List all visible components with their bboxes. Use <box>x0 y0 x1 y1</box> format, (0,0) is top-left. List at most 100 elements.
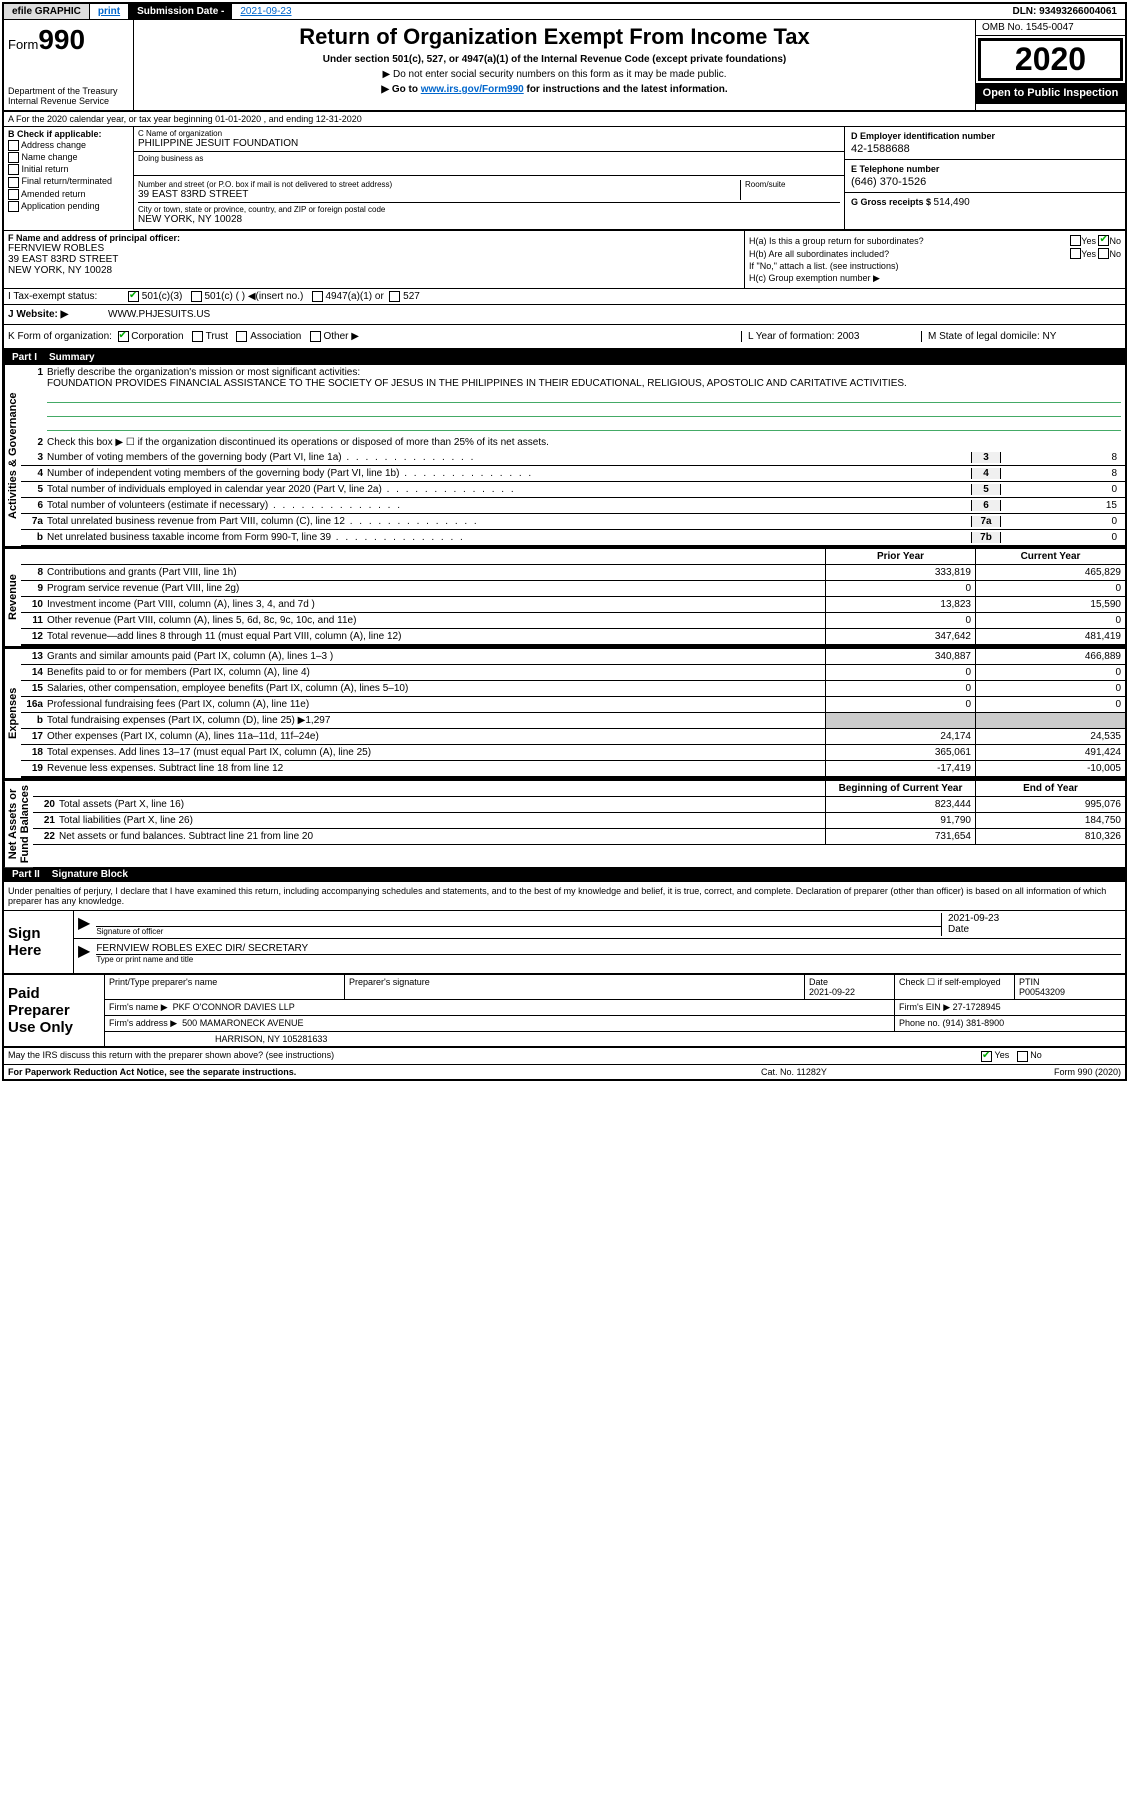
ha-label: H(a) Is this a group return for subordin… <box>749 236 1070 246</box>
submission-date[interactable]: 2021-09-23 <box>232 4 299 19</box>
street-label: Number and street (or P.O. box if mail i… <box>138 180 740 189</box>
firm-ein-label: Firm's EIN ▶ <box>899 1002 953 1012</box>
chk-assoc[interactable] <box>236 331 247 342</box>
vlabel-netassets: Net Assets or Fund Balances <box>4 781 33 867</box>
ein-label: D Employer identification number <box>851 131 1119 141</box>
hdr-prior-year: Prior Year <box>825 549 975 564</box>
gross-receipts: 514,490 <box>934 197 970 208</box>
ptin-label: PTIN <box>1019 977 1121 987</box>
discuss-no[interactable] <box>1017 1051 1028 1062</box>
part1-num: Part I <box>12 352 37 363</box>
mission-blank3 <box>47 419 1121 431</box>
line-15: 15Salaries, other compensation, employee… <box>21 681 1125 697</box>
line-17: 17Other expenses (Part IX, column (A), l… <box>21 729 1125 745</box>
line-11: 11Other revenue (Part VIII, column (A), … <box>21 613 1125 629</box>
chk-app-pending[interactable]: Application pending <box>8 201 129 212</box>
arrow-icon-2: ▶ <box>78 941 90 964</box>
open-to-public: Open to Public Inspection <box>976 83 1125 104</box>
discuss-row: May the IRS discuss this return with the… <box>4 1048 1125 1064</box>
phone-label: Phone no. <box>899 1018 943 1028</box>
irs-link[interactable]: www.irs.gov/Form990 <box>421 84 524 95</box>
chk-other[interactable] <box>310 331 321 342</box>
chk-final-return[interactable]: Final return/terminated <box>8 176 129 187</box>
m-label: M State of legal domicile: <box>928 331 1043 342</box>
chk-501c3[interactable] <box>128 291 139 302</box>
ha-yes[interactable] <box>1070 235 1081 246</box>
col-b-checkboxes: B Check if applicable: Address change Na… <box>4 127 134 230</box>
paperwork-notice: For Paperwork Reduction Act Notice, see … <box>8 1067 761 1077</box>
ag-line-5: 5Total number of individuals employed in… <box>21 482 1125 498</box>
date-label: Date <box>948 924 1121 935</box>
expenses-section: Expenses 13Grants and similar amounts pa… <box>4 649 1125 778</box>
department: Department of the Treasury Internal Reve… <box>8 86 129 106</box>
discuss-yes[interactable] <box>981 1051 992 1062</box>
officer-printed-name: FERNVIEW ROBLES EXEC DIR/ SECRETARY <box>96 941 1121 955</box>
officer-name: FERNVIEW ROBLES <box>8 243 740 254</box>
top-bar: efile GRAPHIC print Submission Date - 20… <box>4 4 1125 20</box>
hb-label: H(b) Are all subordinates included? <box>749 249 1070 259</box>
line-20: 20Total assets (Part X, line 16)823,4449… <box>33 797 1125 813</box>
ha-no[interactable] <box>1098 235 1109 246</box>
chk-corp[interactable] <box>118 331 129 342</box>
header-right: OMB No. 1545-0047 2020 Open to Public In… <box>975 20 1125 110</box>
k-label: K Form of organization: <box>8 331 112 342</box>
form-number: 990 <box>38 24 85 55</box>
section-i-status: I Tax-exempt status: 501(c)(3) 501(c) ( … <box>4 289 1125 305</box>
chk-trust[interactable] <box>192 331 203 342</box>
subtitle-2: ▶ Do not enter social security numbers o… <box>142 69 967 80</box>
chk-527[interactable] <box>389 291 400 302</box>
officer-signature[interactable] <box>96 913 941 927</box>
arrow-icon: ▶ <box>78 913 90 936</box>
ag-line-b: bNet unrelated business taxable income f… <box>21 530 1125 546</box>
line-22: 22Net assets or fund balances. Subtract … <box>33 829 1125 845</box>
name-label: Type or print name and title <box>96 955 1121 964</box>
chk-4947[interactable] <box>312 291 323 302</box>
hb-no[interactable] <box>1098 248 1109 259</box>
form-title: Return of Organization Exempt From Incom… <box>142 24 967 50</box>
firm-name-label: Firm's name ▶ <box>109 1002 168 1012</box>
b-label: B Check if applicable: <box>8 129 129 139</box>
paid-preparer-label: Paid Preparer Use Only <box>4 975 104 1046</box>
chk-name-change[interactable]: Name change <box>8 152 129 163</box>
part2-header: Part II Signature Block <box>4 867 1125 882</box>
header-center: Return of Organization Exempt From Incom… <box>134 20 975 110</box>
phone: (914) 381-8900 <box>943 1018 1005 1028</box>
mission-blank1 <box>47 391 1121 403</box>
part2-num: Part II <box>12 869 40 880</box>
chk-amended[interactable]: Amended return <box>8 189 129 200</box>
col-f-officer: F Name and address of principal officer:… <box>4 231 745 288</box>
row-a-tax-year: A For the 2020 calendar year, or tax yea… <box>4 112 1125 127</box>
firm-addr1: 500 MAMARONECK AVENUE <box>182 1018 303 1028</box>
hdr-boy: Beginning of Current Year <box>825 781 975 796</box>
tel-label: E Telephone number <box>851 164 1119 174</box>
i-label: I Tax-exempt status: <box>8 291 128 302</box>
tax-year: 2020 <box>978 38 1123 81</box>
form-990-page: efile GRAPHIC print Submission Date - 20… <box>2 2 1127 1081</box>
chk-501c[interactable] <box>191 291 202 302</box>
prep-sig-label: Preparer's signature <box>349 977 800 987</box>
print-button[interactable]: print <box>90 4 129 19</box>
officer-street: 39 EAST 83RD STREET <box>8 254 740 265</box>
ag-line-7a: 7aTotal unrelated business revenue from … <box>21 514 1125 530</box>
hb-yes[interactable] <box>1070 248 1081 259</box>
section-bcd: B Check if applicable: Address change Na… <box>4 127 1125 231</box>
prep-date-label: Date <box>809 977 890 987</box>
prep-date: 2021-09-22 <box>809 987 890 997</box>
ag-line-6: 6Total number of volunteers (estimate if… <box>21 498 1125 514</box>
state-domicile: NY <box>1043 331 1057 342</box>
part1-title: Summary <box>49 352 95 363</box>
submission-label: Submission Date - <box>129 4 232 19</box>
org-name: PHILIPPINE JESUIT FOUNDATION <box>138 138 840 149</box>
gross-label: G Gross receipts $ <box>851 197 934 207</box>
chk-address-change[interactable]: Address change <box>8 140 129 151</box>
form-word: Form <box>8 37 38 52</box>
hc-label: H(c) Group exemption number ▶ <box>749 273 880 284</box>
chk-initial-return[interactable]: Initial return <box>8 164 129 175</box>
org-name-label: C Name of organization <box>138 129 840 138</box>
paid-preparer-block: Paid Preparer Use Only Print/Type prepar… <box>4 975 1125 1048</box>
col-h-group: H(a) Is this a group return for subordin… <box>745 231 1125 288</box>
line-b: bTotal fundraising expenses (Part IX, co… <box>21 713 1125 729</box>
vlabel-expenses: Expenses <box>4 649 21 778</box>
ein: 42-1588688 <box>851 143 1119 155</box>
sign-here-label: Sign Here <box>4 911 74 973</box>
